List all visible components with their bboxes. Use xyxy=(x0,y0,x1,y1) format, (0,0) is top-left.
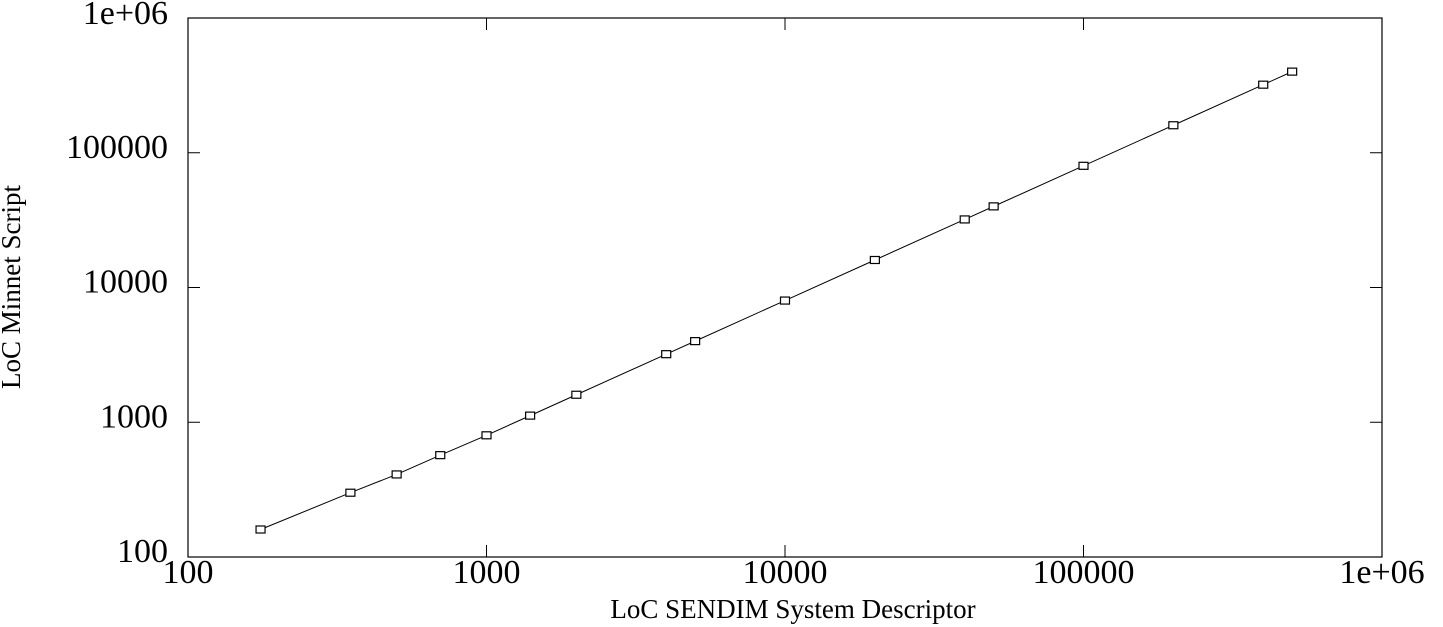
point-marker xyxy=(1258,80,1269,89)
y-tick-label: 10000 xyxy=(83,264,168,301)
point-marker xyxy=(1168,121,1179,130)
point-marker xyxy=(255,525,266,534)
y-tick-label: 100000 xyxy=(66,129,168,166)
point-marker xyxy=(661,350,672,359)
y-tick-label: 1e+06 xyxy=(83,0,168,32)
point-marker xyxy=(988,202,999,211)
point-marker xyxy=(869,255,880,265)
point-marker xyxy=(1078,161,1089,170)
x-tick-label: 100 xyxy=(163,554,214,591)
point-marker xyxy=(959,215,970,224)
point-marker xyxy=(481,431,492,440)
point-marker xyxy=(391,470,402,479)
y-tick-label: 1000 xyxy=(100,398,168,435)
point-marker xyxy=(571,390,582,399)
y-axis-label: LoC Minnet Script xyxy=(0,185,26,389)
point-marker xyxy=(1287,67,1298,76)
series-line xyxy=(260,71,1293,530)
x-tick-label: 1e+06 xyxy=(1339,554,1424,591)
y-tick-label: 100 xyxy=(117,533,168,570)
x-tick-label: 1000 xyxy=(453,554,521,591)
x-axis-label: LoC SENDIM System Descriptor xyxy=(610,594,975,624)
point-marker xyxy=(779,296,791,305)
point-marker xyxy=(525,411,536,420)
x-tick-label: 10000 xyxy=(743,554,828,591)
point-marker xyxy=(435,451,446,460)
point-marker xyxy=(345,488,356,497)
point-marker xyxy=(690,337,701,346)
plot-frame xyxy=(187,17,1383,558)
x-tick-label: 100000 xyxy=(1033,554,1135,591)
